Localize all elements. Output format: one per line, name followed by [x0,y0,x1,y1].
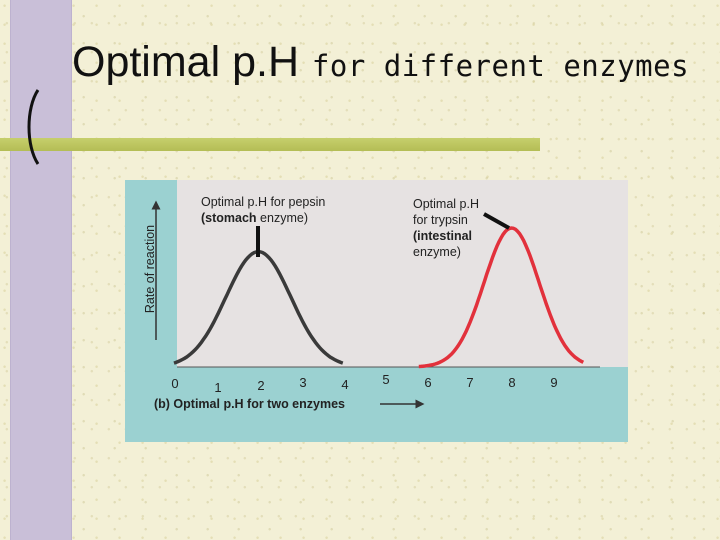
annotation-pepsin-line1: Optimal p.H for pepsin [201,195,326,209]
annotation-trypsin-line1: Optimal p.H [413,197,479,211]
annotation-pepsin-rest: enzyme) [256,211,308,225]
x-tick-label: 2 [257,378,265,393]
x-tick-label: 3 [299,375,307,390]
title-rest: for different enzymes [311,49,690,83]
title-main: Optimal p.H [72,38,300,86]
annotation-trypsin-line3: (intestinal [413,229,473,243]
x-tick-label: 1 [214,380,222,395]
bracket-icon [27,89,40,165]
page-title: Optimal p.H for different enzymes [72,38,689,87]
annotation-pepsin-bold: (stomach [201,211,257,225]
decorative-green-rule [0,138,540,151]
x-tick-label: 6 [424,375,432,390]
x-tick-label: 7 [466,375,474,390]
annotation-pepsin-line2: (stomach enzyme) [201,210,325,226]
series-line-trypsin [418,226,585,369]
decorative-purple-band [10,0,72,540]
y-axis-label: Rate of reaction [143,224,157,314]
plot-area [177,180,628,367]
annotation-pepsin: Optimal p.H for pepsin (stomach enzyme) [201,194,325,226]
annotation-trypsin: Optimal p.H for trypsin (intestinal enzy… [413,196,479,260]
x-tick-label: 9 [550,375,558,390]
x-tick-label: 8 [508,375,516,390]
annotation-trypsin-line4: enzyme) [413,245,461,259]
x-tick-label: 5 [382,372,390,387]
x-axis-label: (b) Optimal p.H for two enzymes [154,397,345,411]
trypsin-pointer [483,212,510,230]
x-tick-label: 4 [341,377,349,392]
x-tick-label: 0 [171,376,179,391]
annotation-trypsin-line2: for trypsin [413,213,468,227]
